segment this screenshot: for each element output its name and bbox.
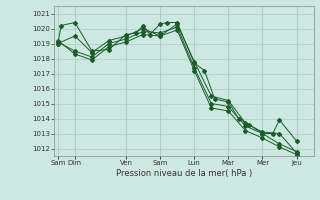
- X-axis label: Pression niveau de la mer( hPa ): Pression niveau de la mer( hPa ): [116, 169, 252, 178]
